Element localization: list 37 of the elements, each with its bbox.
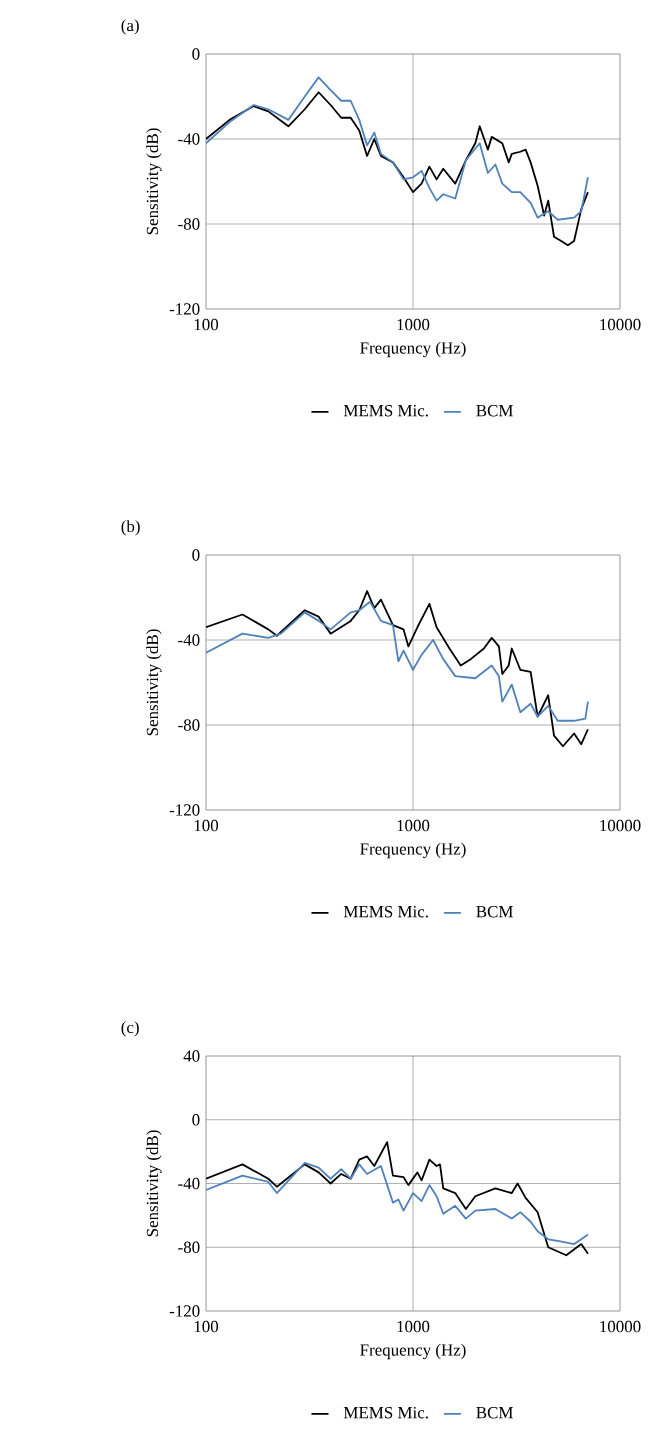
y-tick-label: 40 bbox=[183, 1050, 200, 1062]
x-tick-label: 100 bbox=[194, 318, 219, 331]
x-tick-label: 100 bbox=[194, 819, 219, 832]
legend-label: BCM bbox=[476, 404, 513, 417]
x-tick-label: 100 bbox=[194, 1320, 219, 1333]
y-tick-label: 0 bbox=[192, 48, 200, 60]
x-axis-title: Frequency (Hz) bbox=[360, 842, 466, 859]
x-tick-label: 1000 bbox=[397, 318, 430, 331]
y-tick-label: -80 bbox=[178, 1241, 200, 1253]
y-tick-label: -40 bbox=[178, 1177, 200, 1190]
chart-title: (b) bbox=[121, 520, 140, 536]
x-axis-title: Frequency (Hz) bbox=[360, 341, 466, 358]
chart-title: (a) bbox=[121, 19, 139, 35]
y-tick-label: -80 bbox=[178, 218, 200, 230]
y-tick-label: -120 bbox=[169, 303, 200, 315]
legend-label: MEMS Mic. bbox=[343, 1407, 428, 1419]
x-tick-label: 1000 bbox=[397, 1320, 430, 1333]
y-tick-label: -40 bbox=[178, 634, 200, 646]
x-tick-label: 10000 bbox=[600, 819, 641, 832]
y-tick-label: -120 bbox=[169, 1305, 200, 1317]
chart-title: (c) bbox=[121, 1021, 139, 1037]
x-axis-title: Frequency (Hz) bbox=[360, 1343, 466, 1360]
legend-label: MEMS Mic. bbox=[343, 404, 428, 417]
y-tick-label: -40 bbox=[178, 133, 200, 145]
y-tick-label: 0 bbox=[192, 1114, 200, 1126]
x-tick-label: 10000 bbox=[600, 1320, 641, 1333]
legend-label: MEMS Mic. bbox=[343, 905, 428, 918]
y-axis-title: Sensitivity (dB) bbox=[146, 629, 162, 736]
legend-label: BCM bbox=[476, 905, 513, 918]
legend-label: BCM bbox=[476, 1407, 513, 1419]
x-tick-label: 1000 bbox=[397, 819, 430, 832]
y-axis-title: Sensitivity (dB) bbox=[146, 1130, 162, 1237]
y-tick-label: -120 bbox=[169, 804, 200, 816]
y-axis-title: Sensitivity (dB) bbox=[146, 128, 162, 235]
y-tick-label: 0 bbox=[192, 549, 200, 561]
y-tick-label: -80 bbox=[178, 719, 200, 731]
x-tick-label: 10000 bbox=[600, 318, 641, 331]
